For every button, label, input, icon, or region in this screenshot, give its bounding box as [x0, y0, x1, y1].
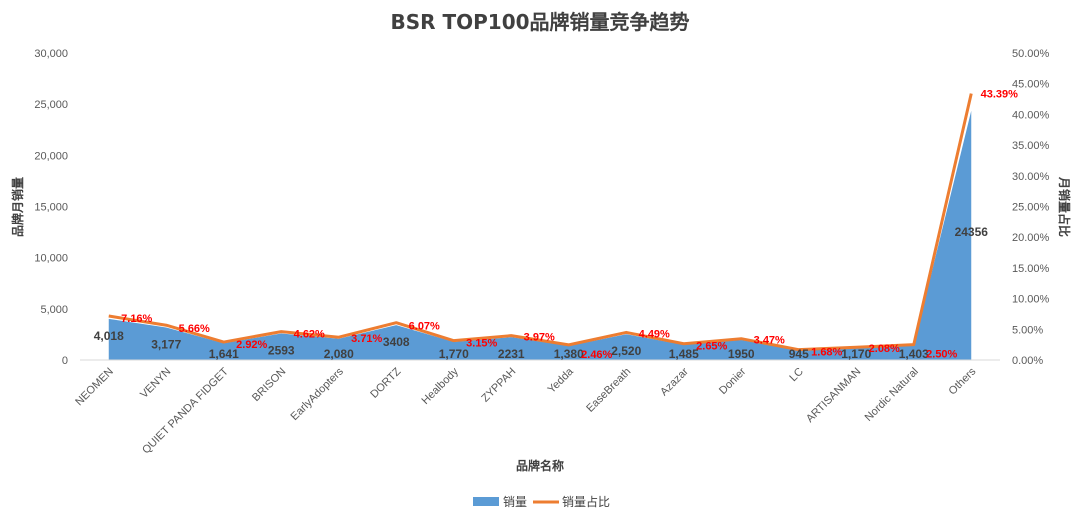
y2-tick-label: 20.00% — [1012, 232, 1050, 244]
sales-value-label: 1,170 — [841, 347, 871, 361]
sales-value-label: 3,177 — [151, 337, 181, 351]
sales-area — [108, 110, 972, 361]
sales-value-label: 1,485 — [669, 347, 699, 361]
share-percent-labels: 7.16% 5.66% 2.92% 4.62% 3.71% 6.07% 3.15% 3.97%… — [121, 89, 1018, 361]
sales-value-label: 4,018 — [94, 329, 124, 343]
x-tick-label: Healbody — [420, 365, 462, 407]
x-tick-label: EaseBreath — [584, 366, 633, 415]
share-percent-label: 1.68% — [811, 347, 842, 359]
y2-tick-label: 45.00% — [1012, 79, 1050, 91]
share-percent-label: 3.71% — [351, 333, 382, 345]
share-percent-label: 7.16% — [121, 313, 152, 325]
x-tick-label: Others — [947, 365, 979, 397]
sales-area-series — [108, 110, 972, 361]
share-line — [108, 93, 973, 352]
sales-value-label: 2,520 — [611, 344, 641, 358]
y2-tick-label: 10.00% — [1012, 294, 1050, 306]
x-tick-label: BRISON — [250, 366, 288, 404]
x-tick-label: DORTZ — [368, 365, 403, 400]
y2-tick-label: 0.00% — [1012, 355, 1043, 367]
sales-value-label: 945 — [789, 347, 809, 361]
x-tick-label: LC — [787, 366, 805, 384]
share-percent-label: 3.15% — [466, 338, 497, 350]
y-tick-label: 20,000 — [34, 150, 68, 162]
x-tick-label: NEOMEN — [73, 366, 116, 409]
sales-value-label: 1,380 — [554, 347, 584, 361]
share-percent-label: 43.39% — [981, 89, 1019, 101]
legend-label-share: 销量占比 — [562, 494, 610, 509]
share-percent-label: 2.08% — [869, 343, 900, 355]
y-axis-left: 0 5,000 10,000 15,000 20,000 25,000 30,000 — [34, 48, 68, 367]
y2-tick-label: 35.00% — [1012, 140, 1050, 152]
sales-value-label: 1,770 — [439, 347, 469, 361]
x-axis-title: 品牌名称 — [516, 458, 564, 473]
share-percent-label: 2.92% — [236, 339, 267, 351]
share-percent-label: 3.47% — [754, 335, 785, 347]
y-axis-title: 品牌月销量 — [10, 177, 25, 237]
share-percent-label: 3.97% — [524, 332, 555, 344]
y2-tick-label: 50.00% — [1012, 48, 1050, 60]
share-percent-label: 2.50% — [926, 349, 957, 361]
y2-axis-title: 月销量占比 — [1057, 176, 1072, 237]
y-tick-label: 0 — [62, 355, 68, 367]
sales-value-label: 24356 — [955, 225, 989, 239]
sales-value-label: 3408 — [383, 335, 410, 349]
y-tick-label: 10,000 — [34, 253, 68, 265]
y-tick-label: 5,000 — [40, 304, 68, 316]
sales-value-label: 2231 — [498, 347, 525, 361]
share-percent-label: 2.46% — [581, 349, 612, 361]
x-tick-label: Nordic Natural — [863, 366, 921, 424]
x-tick-label: VENYN — [138, 366, 173, 401]
x-tick-label: EarlyAdopters — [289, 365, 347, 423]
legend-swatch-sales — [473, 497, 499, 506]
sales-value-label: 1950 — [728, 347, 755, 361]
y2-tick-label: 40.00% — [1012, 109, 1050, 121]
y-tick-label: 25,000 — [34, 99, 68, 111]
y-tick-label: 30,000 — [34, 48, 68, 60]
y2-tick-label: 15.00% — [1012, 263, 1050, 275]
sales-value-label: 1,641 — [209, 347, 239, 361]
x-tick-label: Donier — [717, 365, 749, 397]
x-tick-label: ARTISANMAN — [804, 366, 863, 425]
legend-label-sales: 销量 — [503, 495, 527, 509]
share-percent-label: 6.07% — [409, 321, 440, 333]
y2-tick-label: 30.00% — [1012, 171, 1050, 183]
sales-value-label: 2,080 — [324, 347, 354, 361]
y-tick-label: 15,000 — [34, 202, 68, 214]
sales-value-label: 1,403 — [899, 347, 929, 361]
share-percent-label: 5.66% — [179, 323, 210, 335]
share-percent-label: 2.65% — [696, 341, 727, 353]
legend: 销量 销量占比 — [473, 494, 610, 509]
x-tick-label: ZYPPAH — [479, 366, 518, 405]
share-line-series — [108, 93, 973, 352]
y2-tick-label: 5.00% — [1012, 324, 1043, 336]
x-tick-label: Yedda — [546, 365, 577, 396]
share-percent-label: 4.49% — [639, 328, 670, 340]
sales-value-labels: 4,018 3,177 1,641 2593 2,080 3408 1,770 2231 1,3… — [94, 225, 989, 361]
share-percent-label: 4.62% — [294, 329, 325, 341]
y-axis-right: 0.00% 5.00% 10.00% 15.00% 20.00% 25.00% 30.00%… — [1012, 48, 1050, 367]
x-tick-label: Azazar — [658, 365, 691, 398]
sales-value-label: 2593 — [268, 343, 295, 357]
chart-title: BSR TOP100品牌销量竞争趋势 — [390, 10, 689, 34]
y2-tick-label: 25.00% — [1012, 202, 1050, 214]
